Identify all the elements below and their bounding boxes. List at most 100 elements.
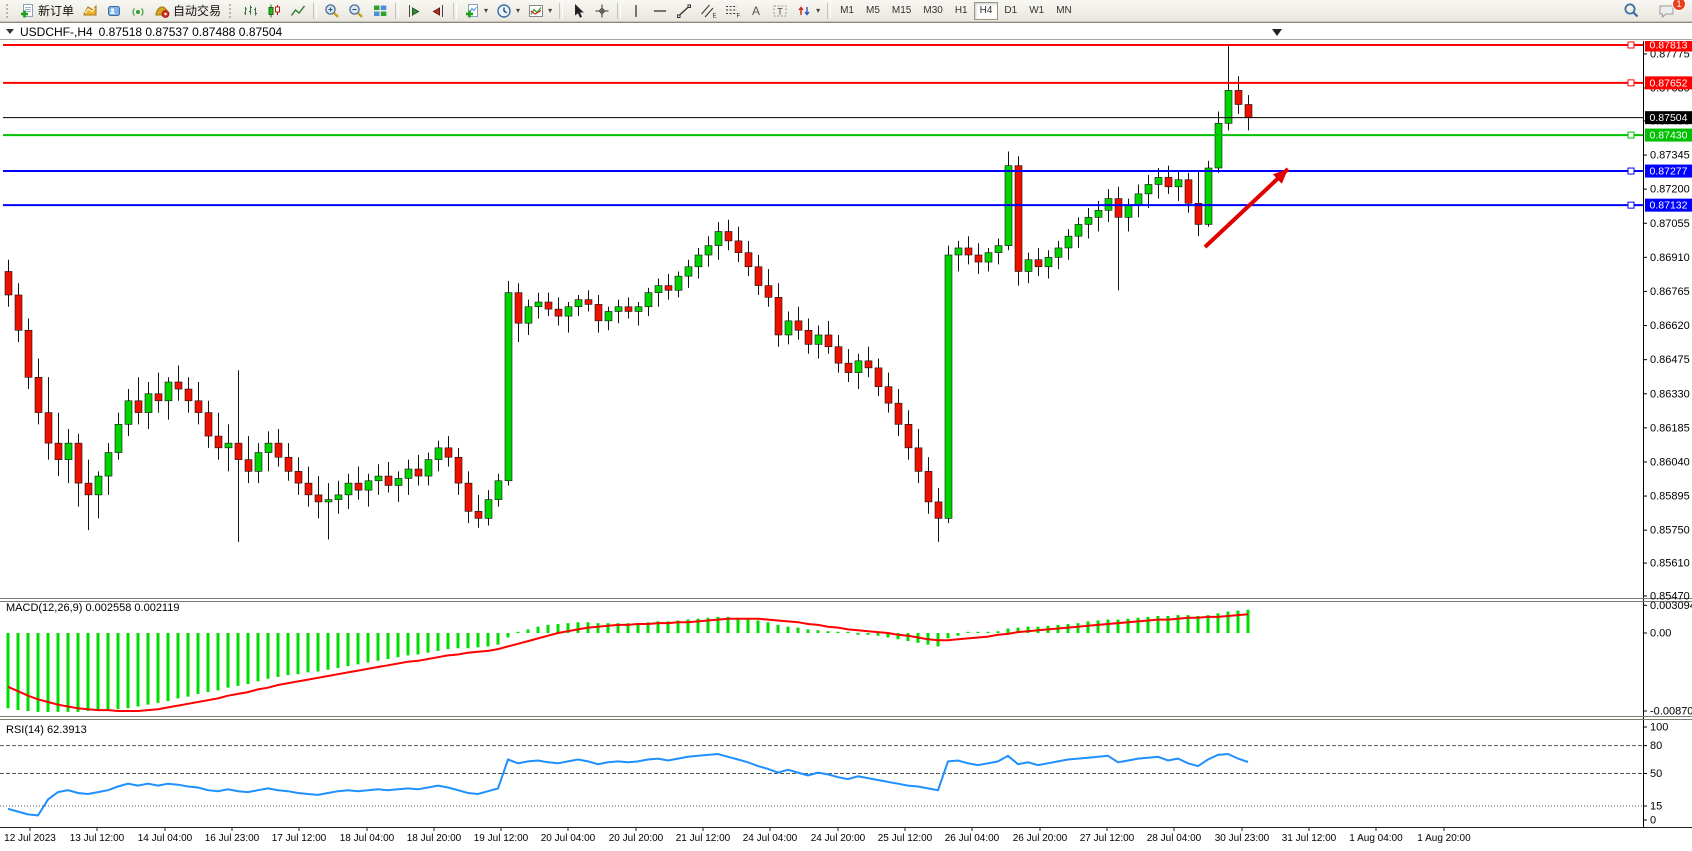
svg-text:19 Jul 12:00: 19 Jul 12:00 [474,833,529,844]
equidistant-channel-button[interactable]: E [696,1,720,21]
chart-shift-icon [432,4,444,17]
indicators-button[interactable]: ▾ [460,1,492,21]
chart-frame [0,41,1692,828]
svg-text:12 Jul 2023: 12 Jul 2023 [4,833,56,844]
svg-text:0.86620: 0.86620 [1650,320,1690,332]
svg-text:80: 80 [1650,740,1662,752]
macd-label: MACD(12,26,9) 0.002558 0.002119 [6,602,179,614]
svg-text:16 Jul 23:00: 16 Jul 23:00 [205,833,260,844]
rsi-label: RSI(14) 62.3913 [6,724,87,736]
zoom-out-icon [349,3,363,18]
timeframe-m1[interactable]: M1 [834,2,860,20]
periods-button[interactable]: ▾ [492,1,524,21]
toolbar-grip[interactable] [229,3,234,18]
svg-text:0.87504: 0.87504 [1650,112,1688,124]
macd-signal-line [7,613,1249,712]
svg-text:24 Jul 04:00: 24 Jul 04:00 [743,833,798,844]
horizontal-line-object[interactable]: 0.87132 [3,198,1692,212]
cursor-button[interactable] [566,1,590,21]
notification-badge: 1 [1672,0,1686,11]
text-icon: A [752,4,760,18]
svg-text:0.87430: 0.87430 [1650,130,1688,142]
svg-text:0.85895: 0.85895 [1650,491,1690,503]
time-axis[interactable]: 12 Jul 2023 13 Jul 12:00 14 Jul 04:00 16 Ju… [4,827,1471,844]
timeframe-m30[interactable]: M30 [917,2,948,20]
arrows-button[interactable]: ▾ [792,1,824,21]
fibonacci-icon: F [726,5,740,19]
dropdown-caret-icon: ▾ [516,6,521,15]
text-label-button[interactable]: T [768,1,792,21]
timeframe-h1[interactable]: H1 [949,2,974,20]
bid-price-line: 0.87504 [3,111,1692,125]
new-order-button[interactable]: 新订单 [15,1,78,21]
svg-text:0.87813: 0.87813 [1650,41,1688,51]
svg-text:24 Jul 20:00: 24 Jul 20:00 [811,833,866,844]
tile-windows-button[interactable] [368,1,392,21]
search-icon [1624,3,1639,18]
zoom-in-button[interactable] [320,1,344,21]
crosshair-button[interactable] [590,1,614,21]
signals-icon [132,7,144,16]
horizontal-line-object[interactable]: 0.87652 [3,76,1692,90]
chart-shift-marker[interactable] [1272,29,1282,36]
vertical-line-button[interactable] [624,1,648,21]
line-chart-button[interactable] [286,1,310,21]
auto-scroll-button[interactable] [402,1,426,21]
notifications-button[interactable]: 1 [1654,0,1686,21]
timeframe-group: M1 M5 M15 M30 H1 H4 D1 W1 MN [834,1,1078,20]
svg-text:0.86330: 0.86330 [1650,388,1690,400]
fibonacci-button[interactable]: F [720,1,744,21]
svg-text:0: 0 [1650,815,1656,827]
svg-text:50: 50 [1650,768,1662,780]
signals-button[interactable] [126,1,150,21]
new-chart-button[interactable] [78,1,102,21]
svg-text:-0.008706: -0.008706 [1650,706,1692,718]
dropdown-caret-icon: ▾ [816,6,821,15]
toolbar-grip[interactable] [6,3,11,18]
horizontal-line-object[interactable]: 0.87430 [3,128,1692,142]
timeframe-m15[interactable]: M15 [886,2,917,20]
toolbar-separator [827,2,832,19]
trendline-button[interactable] [672,1,696,21]
price-axis[interactable]: 0.877750.876300.874900.873450.872000.870… [1643,48,1690,603]
timeframe-d1[interactable]: D1 [998,2,1023,20]
candlestick-chart-icon [268,4,281,17]
zoom-out-button[interactable] [344,1,368,21]
templates-icon [529,4,544,17]
equidistant-channel-icon: E [701,4,717,19]
text-label-icon: T [773,5,787,16]
chart-shift-button[interactable] [426,1,450,21]
svg-text:0.86475: 0.86475 [1650,354,1690,366]
vertical-line-icon [635,4,637,17]
chart-title-bar[interactable]: USDCHF-,H4 0.87518 0.87537 0.87488 0.875… [0,24,1692,40]
dropdown-caret-icon: ▾ [484,6,489,15]
timeframe-mn[interactable]: MN [1050,2,1078,20]
svg-text:13 Jul 12:00: 13 Jul 12:00 [70,833,125,844]
timeframe-h4[interactable]: H4 [973,1,999,20]
bar-chart-button[interactable] [238,1,262,21]
auto-scroll-icon [409,4,420,17]
timeframe-m5[interactable]: M5 [860,2,886,20]
templates-button[interactable]: ▾ [524,1,556,21]
svg-text:0.86040: 0.86040 [1650,456,1690,468]
svg-text:E: E [713,12,717,19]
svg-text:0.87652: 0.87652 [1650,77,1688,89]
autotrading-label: 自动交易 [173,4,222,18]
trendline-icon [677,4,692,18]
timeframe-w1[interactable]: W1 [1023,2,1050,20]
chart-window: USDCHF-,H4 0.87518 0.87537 0.87488 0.875… [0,22,1692,851]
svg-text:0.86910: 0.86910 [1650,252,1690,264]
search-button[interactable] [1619,1,1644,21]
symbol-dropdown-icon[interactable] [6,29,14,34]
autotrading-button[interactable]: 自动交易 [150,1,225,21]
arrow-annotation[interactable] [1203,167,1290,249]
text-button[interactable]: A [744,1,768,21]
svg-text:25 Jul 12:00: 25 Jul 12:00 [878,833,933,844]
svg-text:18 Jul 20:00: 18 Jul 20:00 [407,833,462,844]
horizontal-line-object[interactable]: 0.87813 [3,41,1692,52]
horizontal-line-object[interactable]: 0.87277 [3,164,1692,178]
candlestick-chart-button[interactable] [262,1,286,21]
profiles-button[interactable] [102,1,126,21]
horizontal-line-button[interactable] [648,1,672,21]
svg-text:20 Jul 20:00: 20 Jul 20:00 [609,833,664,844]
